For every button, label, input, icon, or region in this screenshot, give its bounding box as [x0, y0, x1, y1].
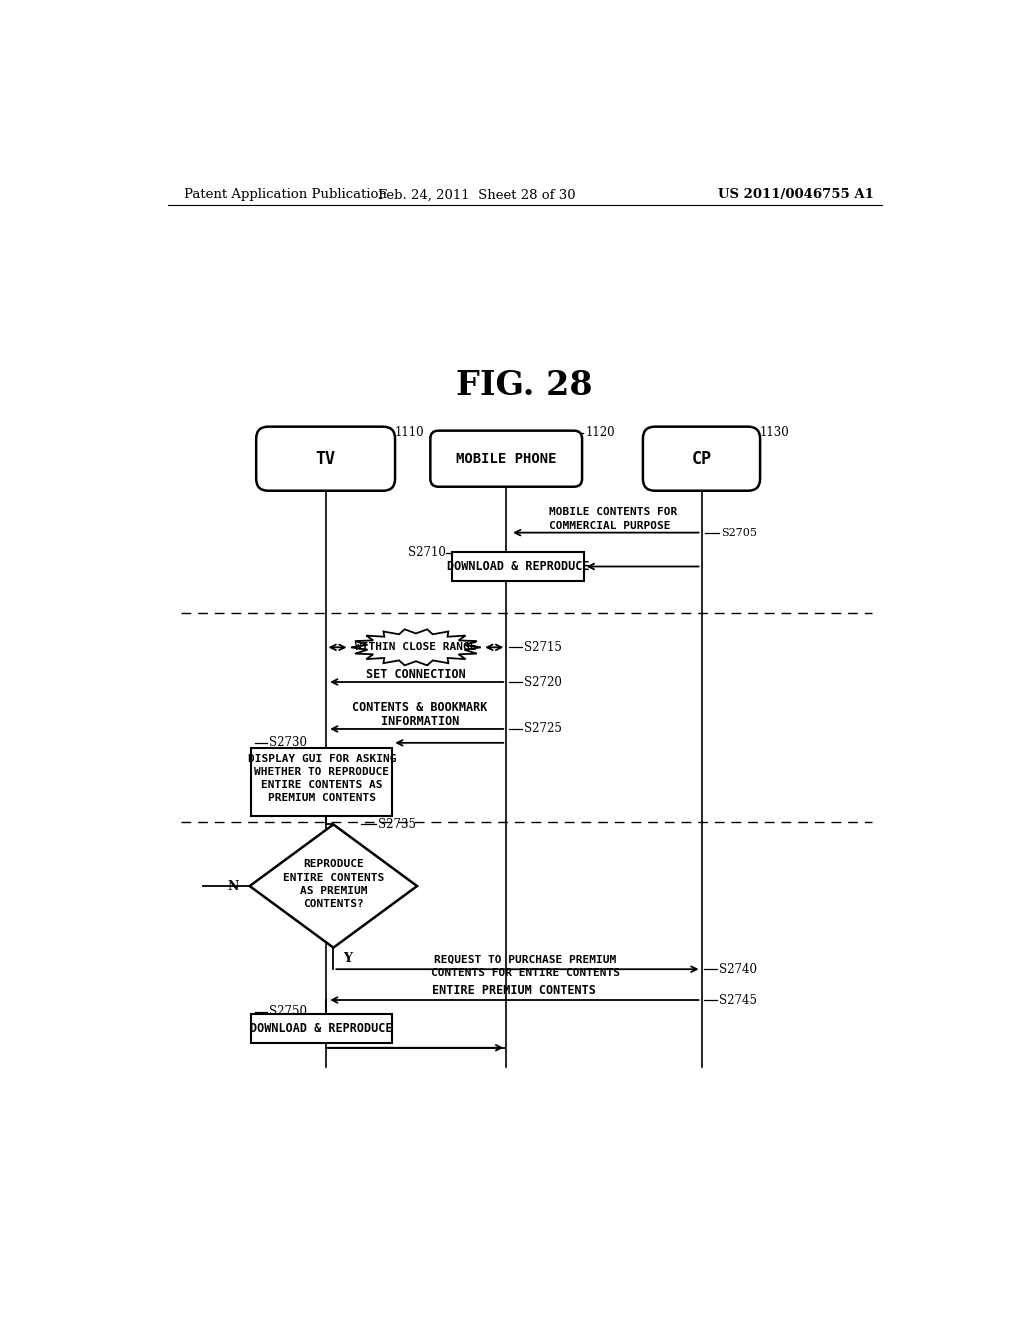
Text: S2730: S2730: [269, 737, 307, 750]
Text: FIG. 28: FIG. 28: [457, 370, 593, 403]
Text: WITHIN CLOSE RANGE: WITHIN CLOSE RANGE: [355, 643, 476, 652]
Text: INFORMATION: INFORMATION: [381, 714, 459, 727]
Text: S2705: S2705: [721, 528, 757, 537]
FancyBboxPatch shape: [643, 426, 760, 491]
Text: CONTENTS & BOOKMARK: CONTENTS & BOOKMARK: [352, 701, 487, 714]
Polygon shape: [250, 825, 417, 948]
Text: S2735: S2735: [378, 818, 417, 832]
Text: COMMERCIAL PURPOSE: COMMERCIAL PURPOSE: [549, 520, 671, 531]
Text: 1130: 1130: [760, 426, 790, 440]
Text: WHETHER TO REPRODUCE: WHETHER TO REPRODUCE: [254, 767, 389, 777]
Text: 1110: 1110: [394, 426, 424, 440]
Text: CONTENTS?: CONTENTS?: [303, 899, 364, 908]
Text: US 2011/0046755 A1: US 2011/0046755 A1: [718, 189, 873, 202]
FancyBboxPatch shape: [256, 426, 395, 491]
Text: S2740: S2740: [719, 962, 758, 975]
Text: DOWNLOAD & REPRODUCE: DOWNLOAD & REPRODUCE: [446, 560, 589, 573]
Bar: [251, 748, 392, 816]
Text: S2720: S2720: [524, 676, 562, 689]
FancyBboxPatch shape: [430, 430, 582, 487]
Text: S2715: S2715: [524, 640, 562, 653]
Text: CONTENTS FOR ENTIRE CONTENTS: CONTENTS FOR ENTIRE CONTENTS: [431, 968, 620, 978]
Text: Y: Y: [343, 952, 351, 965]
Text: CP: CP: [691, 450, 712, 467]
Text: AS PREMIUM: AS PREMIUM: [300, 886, 368, 896]
Text: DOWNLOAD & REPRODUCE: DOWNLOAD & REPRODUCE: [251, 1022, 393, 1035]
Text: REPRODUCE: REPRODUCE: [303, 859, 364, 870]
Text: Patent Application Publication: Patent Application Publication: [183, 189, 386, 202]
Text: DISPLAY GUI FOR ASKING: DISPLAY GUI FOR ASKING: [248, 754, 396, 764]
Text: N: N: [227, 879, 239, 892]
Text: Feb. 24, 2011  Sheet 28 of 30: Feb. 24, 2011 Sheet 28 of 30: [379, 189, 575, 202]
Text: S2725: S2725: [524, 722, 562, 735]
Text: PREMIUM CONTENTS: PREMIUM CONTENTS: [267, 793, 376, 804]
PathPatch shape: [351, 630, 481, 665]
Text: MOBILE CONTENTS FOR: MOBILE CONTENTS FOR: [549, 507, 677, 517]
Text: S2750: S2750: [269, 1005, 307, 1018]
Text: S2710: S2710: [408, 546, 445, 560]
Text: S2745: S2745: [719, 994, 758, 1007]
Text: REQUEST TO PURCHASE PREMIUM: REQUEST TO PURCHASE PREMIUM: [434, 954, 616, 965]
Text: TV: TV: [315, 450, 336, 467]
Text: ENTIRE PREMIUM CONTENTS: ENTIRE PREMIUM CONTENTS: [432, 985, 596, 998]
Bar: [452, 552, 584, 581]
Text: ENTIRE CONTENTS: ENTIRE CONTENTS: [283, 873, 384, 883]
Bar: [251, 1014, 392, 1043]
Text: MOBILE PHONE: MOBILE PHONE: [456, 451, 556, 466]
Text: 1120: 1120: [586, 426, 615, 440]
Text: ENTIRE CONTENTS AS: ENTIRE CONTENTS AS: [261, 780, 383, 791]
Text: SET CONNECTION: SET CONNECTION: [366, 668, 466, 681]
